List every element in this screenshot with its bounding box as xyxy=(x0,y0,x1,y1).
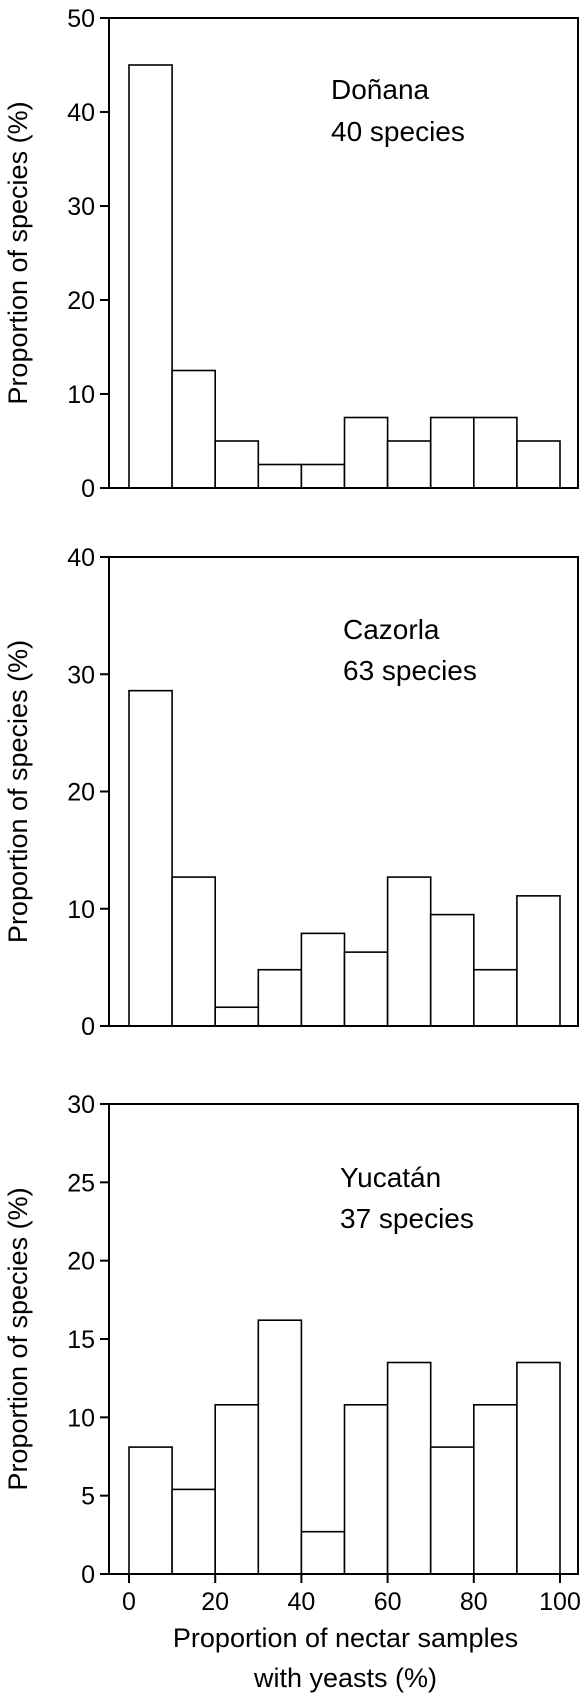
y-tick-label: 30 xyxy=(67,661,95,689)
histogram-bar xyxy=(171,876,217,1027)
y-tick-label: 10 xyxy=(67,896,95,924)
histogram-panel: 0 5 10 15 20 25 30 0 20 40 60 80 100 Proportion of sp… xyxy=(3,1091,581,1693)
y-tick-label: 25 xyxy=(67,1169,95,1197)
y-tick-label: 20 xyxy=(67,779,95,807)
y-tick-label: 30 xyxy=(67,193,95,221)
histogram-bar xyxy=(386,876,432,1027)
site-name-label: Cazorla xyxy=(343,614,440,645)
histogram-bar xyxy=(343,1404,389,1575)
y-tick-label: 10 xyxy=(67,381,95,409)
histogram-bar xyxy=(386,440,432,489)
y-tick-label: 15 xyxy=(67,1326,95,1354)
y-axis-title: Proportion of species (%) xyxy=(3,640,33,943)
species-count-label: 40 species xyxy=(331,116,465,147)
histogram-bar xyxy=(128,1446,173,1575)
plot-frame xyxy=(108,17,579,489)
y-tick-label: 40 xyxy=(67,99,95,127)
x-tick-label: 80 xyxy=(460,1588,488,1616)
x-tick-label: 100 xyxy=(539,1588,581,1616)
species-count-label: 37 species xyxy=(340,1203,474,1234)
histogram-bar xyxy=(343,416,389,489)
histogram-bar xyxy=(300,932,346,1027)
histogram-bar xyxy=(472,968,518,1027)
x-tick-label: 0 xyxy=(122,1588,136,1616)
y-axis-title: Proportion of species (%) xyxy=(3,1187,33,1490)
histogram-bar xyxy=(472,1404,518,1575)
histogram-bar xyxy=(214,1404,260,1575)
y-tick-label: 50 xyxy=(67,5,95,33)
histogram-bar xyxy=(257,968,303,1027)
histogram-bar xyxy=(429,416,475,489)
histogram-bar xyxy=(300,463,346,489)
histogram-panel: 0 10 20 30 40 Proportion of species (%) Cazorl… xyxy=(3,544,579,1041)
y-tick-label: 20 xyxy=(67,287,95,315)
histogram-bar xyxy=(257,1319,303,1575)
x-axis-title-line2: with yeasts (%) xyxy=(253,1663,437,1693)
y-tick-label: 40 xyxy=(67,544,95,572)
histogram-bar xyxy=(257,463,303,489)
y-tick-label: 30 xyxy=(67,1091,95,1119)
x-tick-label: 60 xyxy=(374,1588,402,1616)
histogram-bar xyxy=(214,440,260,489)
species-count-label: 63 species xyxy=(343,655,477,686)
histogram-bar xyxy=(516,440,561,489)
y-tick-label: 10 xyxy=(67,1404,95,1432)
histogram-bar xyxy=(214,1006,260,1027)
histogram-bar xyxy=(386,1361,432,1575)
x-axis-title-line1: Proportion of nectar samples xyxy=(173,1623,518,1653)
histogram-bar xyxy=(472,416,518,489)
histogram-bar xyxy=(429,913,475,1027)
histogram-bar xyxy=(171,1488,217,1575)
y-tick-label: 0 xyxy=(81,1561,95,1589)
y-tick-label: 0 xyxy=(81,475,95,503)
site-name-label: Doñana xyxy=(331,74,430,105)
y-tick-label: 5 xyxy=(81,1483,95,1511)
histogram-bar xyxy=(128,689,173,1027)
histogram-bar xyxy=(516,895,561,1027)
histogram-bar xyxy=(429,1446,475,1575)
x-tick-label: 20 xyxy=(201,1588,229,1616)
histogram-bar xyxy=(516,1361,561,1575)
histogram-bar xyxy=(343,951,389,1027)
y-axis-title: Proportion of species (%) xyxy=(3,101,33,404)
y-tick-label: 0 xyxy=(81,1013,95,1041)
histogram-panel: 0 10 20 30 40 50 Proportion of species (%) Doña… xyxy=(3,5,579,503)
histogram-bar xyxy=(128,64,173,489)
histogram-bar xyxy=(171,369,217,489)
site-name-label: Yucatán xyxy=(340,1162,441,1193)
y-tick-label: 20 xyxy=(67,1248,95,1276)
histogram-bar xyxy=(300,1530,346,1575)
x-tick-label: 40 xyxy=(287,1588,315,1616)
